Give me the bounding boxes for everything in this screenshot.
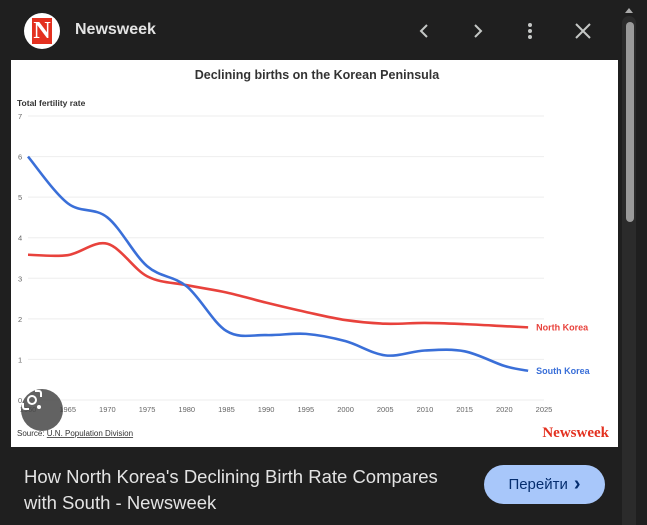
x-tick-label: 2020 (496, 405, 513, 414)
x-tick-label: 1975 (139, 405, 156, 414)
y-tick-label: 7 (18, 112, 22, 121)
scrollbar-thumb[interactable] (626, 22, 634, 222)
y-axis-label: Total fertility rate (17, 98, 86, 108)
x-tick-label: 2000 (337, 405, 354, 414)
next-button[interactable] (462, 16, 492, 46)
site-name[interactable]: Newsweek (75, 21, 156, 38)
lens-icon (22, 390, 42, 410)
x-tick-label: 1990 (258, 405, 275, 414)
google-lens-button[interactable] (21, 389, 63, 431)
preview-header: N Newsweek (0, 0, 620, 60)
scroll-up-icon[interactable] (625, 8, 633, 13)
more-options-button[interactable] (515, 16, 545, 46)
fertility-chart: Declining births on the Korean Peninsula… (17, 68, 610, 441)
source-prefix: Source: U.N. Population Division (17, 429, 133, 438)
x-tick-label: 2010 (417, 405, 434, 414)
y-tick-label: 4 (18, 234, 22, 243)
series-line-north-korea (27, 241, 529, 329)
x-tick-label: 1965 (59, 405, 76, 414)
source-link[interactable]: U.N. Population Division (47, 429, 133, 438)
preview-image[interactable]: Declining births on the Korean Peninsula… (11, 60, 618, 447)
series-label: South Korea (536, 366, 590, 376)
x-tick-label: 2015 (456, 405, 473, 414)
site-logo[interactable]: N (24, 13, 60, 49)
x-tick-label: 2025 (536, 405, 553, 414)
newsweek-watermark: Newsweek (542, 425, 609, 441)
more-vert-icon (528, 23, 532, 39)
series-line-south-korea (27, 155, 529, 373)
y-tick-label: 1 (18, 355, 22, 364)
close-button[interactable] (568, 16, 598, 46)
series-label: North Korea (536, 322, 589, 332)
chevron-right-icon (474, 24, 483, 38)
chevron-left-icon (419, 24, 428, 38)
x-tick-label: 1985 (218, 405, 235, 414)
y-tick-label: 0 (18, 396, 22, 405)
close-icon (575, 23, 591, 39)
x-tick-label: 1980 (178, 405, 195, 414)
x-tick-label: 1970 (99, 405, 116, 414)
chart-title: Declining births on the Korean Peninsula (195, 68, 441, 82)
y-tick-label: 6 (18, 153, 22, 162)
y-tick-label: 5 (18, 193, 22, 202)
chevron-right-icon: › (573, 473, 581, 495)
y-tick-label: 3 (18, 274, 22, 283)
result-title-link[interactable]: How North Korea's Declining Birth Rate C… (24, 466, 438, 513)
visit-button[interactable]: Перейти › (484, 465, 605, 504)
x-tick-label: 1995 (298, 405, 315, 414)
y-tick-label: 2 (18, 315, 22, 324)
x-tick-label: 2005 (377, 405, 394, 414)
previous-button[interactable] (410, 16, 440, 46)
